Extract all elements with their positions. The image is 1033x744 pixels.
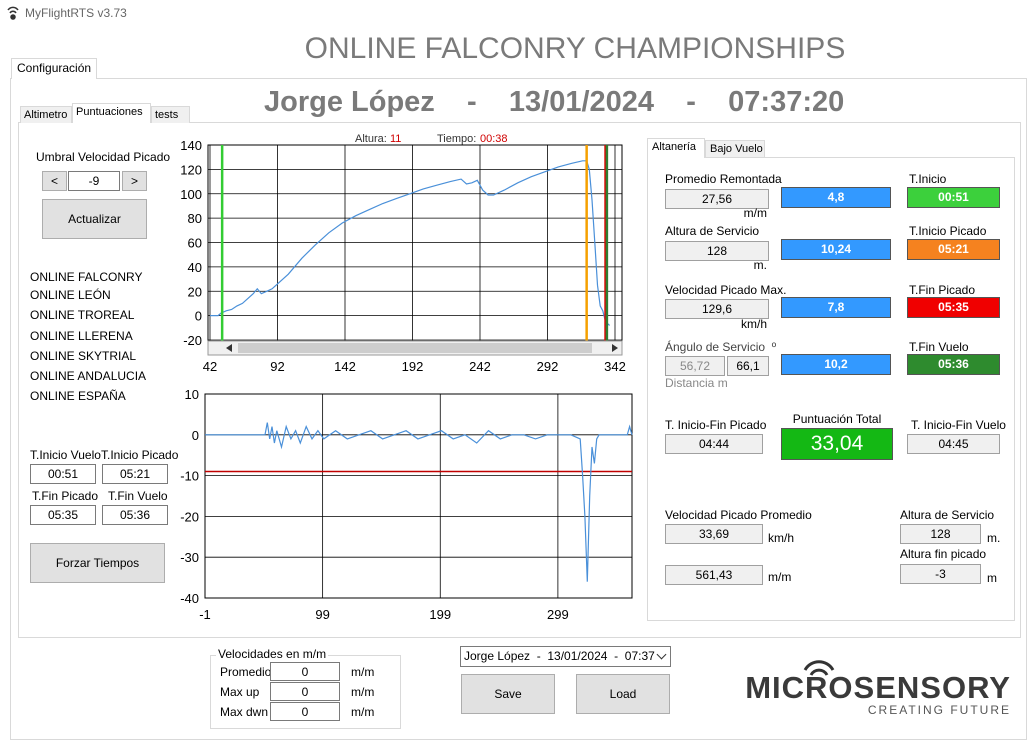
- threshold-label: Umbral Velocidad Picado: [36, 150, 171, 164]
- score-box: 4,8: [781, 187, 891, 208]
- update-button[interactable]: Actualizar: [42, 199, 147, 239]
- competition[interactable]: ONLINE SKYTRIAL: [30, 349, 137, 363]
- speed-input[interactable]: 0: [270, 682, 340, 701]
- group-title: Velocidades en m/m: [216, 647, 329, 661]
- score-box: 10,2: [781, 354, 891, 375]
- score-box: 7,8: [781, 297, 891, 318]
- time-label: T.Inicio Picado: [909, 224, 987, 238]
- time-label: T.Inicio: [909, 172, 947, 186]
- competition[interactable]: ONLINE ESPAÑA: [30, 389, 126, 403]
- unit: m/m: [768, 570, 792, 584]
- time-label: T.Fin Picado: [32, 489, 99, 503]
- tab[interactable]: Altimetro: [20, 106, 72, 123]
- value-box: -3: [900, 564, 981, 584]
- speed-label: Max dwn: [220, 705, 269, 719]
- unit: km/h: [740, 317, 767, 331]
- tab[interactable]: Configuración: [11, 58, 98, 79]
- tab[interactable]: Bajo Vuelo: [705, 140, 765, 157]
- value-box: 128: [665, 241, 769, 261]
- score-box: 10,24: [781, 239, 891, 260]
- time-label: T.Inicio Vuelo: [30, 448, 101, 462]
- tab[interactable]: Altanería: [647, 138, 705, 158]
- time-box: 00:51: [30, 464, 96, 484]
- decrement-button[interactable]: <: [42, 171, 67, 191]
- right-panel: [647, 157, 1015, 621]
- unit: m.: [753, 258, 767, 272]
- unit: m/m: [351, 705, 375, 719]
- time-box: 05:35: [30, 505, 96, 525]
- header-title: ONLINE FALCONRY CHAMPIONSHIPS: [304, 32, 846, 65]
- main-panel: [10, 78, 1027, 740]
- time-label: T.Fin Vuelo: [909, 340, 969, 354]
- scores-panel: [18, 122, 1021, 638]
- time-box: 05:21: [102, 464, 168, 484]
- competition[interactable]: ONLINE ANDALUCIA: [30, 369, 147, 383]
- total-box: 33,04: [781, 428, 893, 460]
- time-label: T.Fin Vuelo: [108, 489, 168, 503]
- tab[interactable]: Puntuaciones: [72, 103, 151, 123]
- time-box: 05:21: [907, 239, 1000, 260]
- score-label: Ángulo de Servicio º: [665, 340, 777, 354]
- unit: m/m: [351, 665, 375, 679]
- competition[interactable]: ONLINE FALCONRY: [30, 270, 143, 284]
- logo-tagline: CREATING FUTURE: [867, 703, 1011, 717]
- unit: m: [987, 571, 997, 585]
- value-box: 66,1: [727, 356, 769, 376]
- total-label: Puntuación Total: [792, 412, 882, 426]
- competition[interactable]: ONLINE LLERENA: [30, 329, 133, 343]
- total-label: T. Inicio-Fin Vuelo: [911, 418, 1006, 432]
- value-box: 128: [900, 524, 981, 544]
- value-box: 33,69: [665, 524, 763, 544]
- summary-label: Altura de Servicio: [900, 508, 995, 522]
- competition[interactable]: ONLINE LEÓN: [30, 288, 111, 302]
- note: Distancia m: [665, 376, 728, 390]
- time-box: 00:51: [907, 187, 1000, 208]
- session-dropdown[interactable]: Jorge López - 13/01/2024 - 07:37: [460, 646, 671, 667]
- score-label: Promedio Remontada: [665, 172, 782, 186]
- window-icon: [7, 6, 19, 20]
- logo-name: MICROSENSORY: [745, 670, 1011, 705]
- value-box: 561,43: [665, 565, 763, 585]
- window-title: MyFlightRTS v3.73: [25, 6, 127, 20]
- tab[interactable]: tests: [151, 106, 190, 123]
- value-box: 129,6: [665, 299, 769, 319]
- unit: m.: [987, 531, 1001, 545]
- unit: km/h: [768, 531, 795, 545]
- force-button[interactable]: Forzar Tiempos: [30, 543, 165, 583]
- speed-label: Max up: [220, 685, 260, 699]
- speed-input[interactable]: 0: [270, 662, 340, 681]
- unit: m/m: [743, 206, 767, 220]
- time-box: 05:36: [907, 354, 1000, 375]
- header-subtitle: Jorge López - 13/01/2024 - 07:37:20: [264, 86, 845, 118]
- speed-label: Promedio: [220, 665, 272, 679]
- unit: m/m: [351, 685, 375, 699]
- value-box: 56,72: [665, 356, 725, 376]
- value-box: 04:45: [907, 434, 1000, 454]
- time-box: 05:35: [907, 297, 1000, 318]
- value-box: 04:44: [665, 434, 763, 454]
- score-label: Velocidad Picado Max.: [665, 283, 787, 297]
- save-button[interactable]: Save: [461, 674, 555, 714]
- score-label: Altura de Servicio: [665, 224, 760, 238]
- speed-input[interactable]: 0: [270, 702, 340, 721]
- total-label: T. Inicio-Fin Picado: [665, 418, 767, 432]
- summary-label: Velocidad Picado Promedio: [665, 508, 812, 522]
- time-box: 05:36: [102, 505, 168, 525]
- time-label: T.Fin Picado: [909, 283, 976, 297]
- load-button[interactable]: Load: [576, 674, 670, 714]
- competition[interactable]: ONLINE TROREAL: [30, 308, 135, 322]
- summary-label: Altura fin picado: [900, 547, 987, 561]
- threshold-input[interactable]: -9: [68, 171, 120, 191]
- increment-button[interactable]: >: [122, 171, 147, 191]
- value-box: 27,56: [665, 189, 769, 209]
- time-label: T.Inicio Picado: [101, 448, 179, 462]
